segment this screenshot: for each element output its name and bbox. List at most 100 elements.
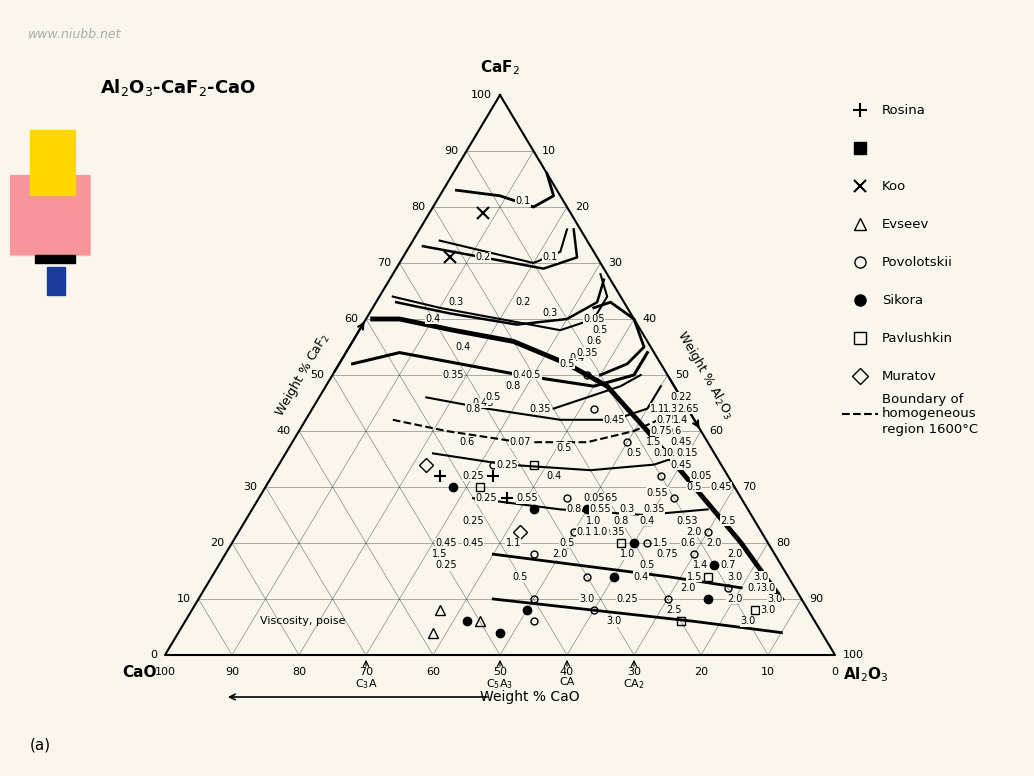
Text: 100: 100 [843,650,864,660]
Text: Al$_2$O$_3$-CaF$_2$-CaO: Al$_2$O$_3$-CaF$_2$-CaO [100,78,255,99]
Text: 1.4: 1.4 [673,415,689,424]
Text: 0.45: 0.45 [670,459,692,469]
Bar [10,175,90,255]
Text: 60: 60 [426,667,440,677]
Text: 0.6: 0.6 [680,538,695,548]
Text: 10: 10 [761,667,776,677]
Text: 80: 80 [292,667,306,677]
Text: 90: 90 [810,594,824,604]
Text: 0.07: 0.07 [510,437,530,447]
Text: 0.5: 0.5 [526,370,541,380]
Text: Sikora: Sikora [882,293,923,307]
Text: 0.5: 0.5 [667,449,681,459]
Text: 0.35: 0.35 [443,370,464,380]
Text: 80: 80 [776,538,790,548]
Text: 0.5: 0.5 [687,482,702,492]
Text: 2.0: 2.0 [706,538,722,548]
Text: 50: 50 [675,370,690,380]
Text: 0.45: 0.45 [462,538,484,548]
Text: 0.6: 0.6 [586,337,602,346]
Text: 0.45: 0.45 [435,538,457,548]
Text: 0.75: 0.75 [650,426,672,436]
Bar [30,130,75,195]
Text: 100: 100 [154,667,176,677]
Text: 2.0: 2.0 [727,594,742,604]
Text: 0.25: 0.25 [462,515,484,525]
Text: 0.25: 0.25 [462,471,484,481]
Text: 0.8: 0.8 [465,404,481,414]
Text: 0.75: 0.75 [657,415,678,424]
Bar [10,175,90,255]
Text: 3.0: 3.0 [579,594,595,604]
Text: 1.1: 1.1 [506,538,521,548]
Text: 30: 30 [608,258,622,268]
Text: CA$_2$: CA$_2$ [624,677,645,691]
Bar [35,255,75,263]
Text: 3.0: 3.0 [760,605,776,615]
Text: 70: 70 [377,258,392,268]
Text: 3.0: 3.0 [740,616,756,626]
Text: 0.25: 0.25 [476,494,497,503]
Text: 0.5: 0.5 [592,325,608,335]
Text: 0.8: 0.8 [613,515,629,525]
Text: 0.7: 0.7 [747,583,762,593]
Text: 3.0: 3.0 [754,572,769,581]
Text: 2.0: 2.0 [680,583,695,593]
Text: 0.45: 0.45 [670,437,692,447]
Text: Povolotskii: Povolotskii [882,255,953,268]
Text: 60: 60 [709,426,723,436]
Text: 0.65: 0.65 [597,494,618,503]
Text: 0.8: 0.8 [506,381,521,391]
Text: 40: 40 [642,314,657,324]
Text: 20: 20 [575,202,589,212]
Text: 0.2: 0.2 [476,252,491,262]
Text: CaO: CaO [122,665,157,680]
Text: 0.22: 0.22 [670,393,692,403]
Text: 0.75: 0.75 [657,549,678,559]
Text: 10: 10 [177,594,190,604]
Text: 30: 30 [243,482,257,492]
Text: 60: 60 [344,314,358,324]
Text: CA: CA [559,677,575,687]
Text: Muratov: Muratov [882,369,937,383]
Text: CaF$_2$: CaF$_2$ [480,58,520,77]
Text: 3.0: 3.0 [606,616,621,626]
Text: 0.5: 0.5 [627,449,642,459]
Bar [47,267,65,295]
Text: Evseev: Evseev [882,217,930,230]
Text: 0.4: 0.4 [633,572,648,581]
Text: Viscosity, poise: Viscosity, poise [260,616,345,626]
Text: Weight % CaF$_2$: Weight % CaF$_2$ [272,330,333,420]
Text: 0.5: 0.5 [556,443,572,453]
Text: 0.8: 0.8 [566,504,581,514]
Text: 0.35: 0.35 [643,504,665,514]
Text: 0.4: 0.4 [640,515,655,525]
Text: 2.5: 2.5 [720,515,735,525]
Text: 70: 70 [742,482,757,492]
Text: 0.6: 0.6 [459,437,475,447]
Text: 1.0: 1.0 [619,549,635,559]
Text: 0.55: 0.55 [516,494,538,503]
Text: 0.1: 0.1 [516,196,531,206]
Text: 0.3: 0.3 [619,504,635,514]
Text: 0.55: 0.55 [646,487,668,497]
Text: 30: 30 [627,667,641,677]
Text: www.niubb.net: www.niubb.net [28,28,122,41]
Text: 0.25: 0.25 [435,560,457,570]
Text: 3.0: 3.0 [760,583,776,593]
Text: Weight % Al$_2$O$_3$: Weight % Al$_2$O$_3$ [673,328,737,422]
Text: 80: 80 [410,202,425,212]
Text: 0.05: 0.05 [583,314,605,324]
Text: 0.55: 0.55 [589,504,611,514]
Text: 0.53: 0.53 [677,515,698,525]
Text: 0.6: 0.6 [667,426,681,436]
Text: 50: 50 [493,667,507,677]
Text: 1.4: 1.4 [694,560,708,570]
Text: 90: 90 [225,667,239,677]
Text: 1.5: 1.5 [653,538,669,548]
Text: 1.5: 1.5 [432,549,448,559]
Text: 0.4: 0.4 [546,471,561,481]
Text: 0.13: 0.13 [576,527,598,537]
Text: 40: 40 [560,667,574,677]
Text: 1.15: 1.15 [650,404,671,414]
